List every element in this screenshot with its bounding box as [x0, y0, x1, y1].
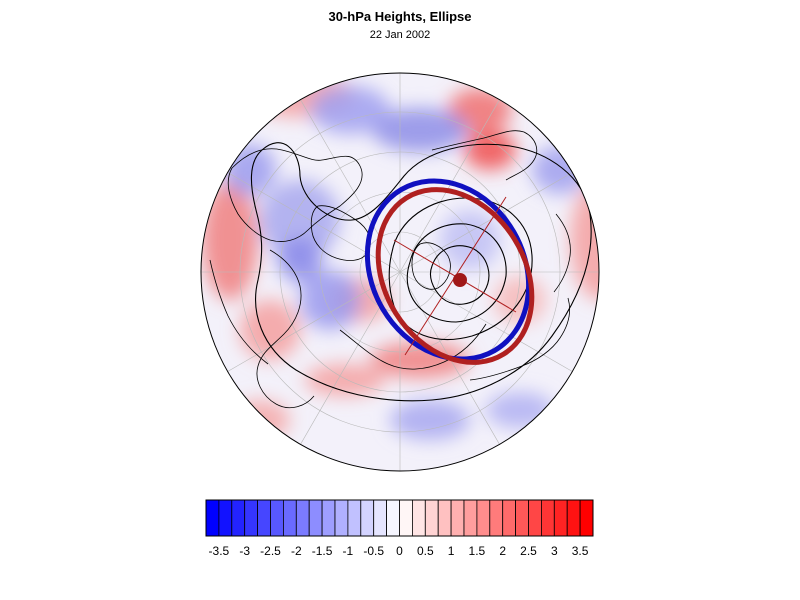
- colorbar-tick-label: -0.5: [363, 544, 385, 558]
- colorbar-cell: [476, 499, 491, 537]
- colorbar-cell: [231, 499, 246, 537]
- anomaly-blob: [260, 180, 340, 260]
- colorbar-cell: [515, 499, 529, 537]
- colorbar-cell: [295, 499, 310, 537]
- colorbar-tick-label: -2.5: [260, 544, 281, 558]
- meridian-line: [226, 171, 401, 273]
- colorbar-cell: [282, 499, 297, 537]
- colorbar-tick-label: 1: [447, 544, 455, 558]
- colorbar-tick-label: -3.5: [208, 544, 230, 558]
- colorbar-tick-label: 2.5: [520, 544, 537, 558]
- colorbar-cell: [386, 499, 400, 537]
- anomaly-blob: [390, 400, 470, 440]
- meridian-line: [399, 171, 574, 273]
- colorbar-cell: [308, 499, 323, 537]
- ellipse-overlay: [364, 178, 535, 365]
- colorbar-cell: [450, 499, 465, 537]
- anomaly-blob: [464, 130, 516, 170]
- ellipse-observed: [364, 178, 532, 362]
- ellipse-fit: [375, 187, 535, 365]
- colorbar-cell: [437, 499, 452, 537]
- map-title: 30-hPa Heights, Ellipse: [328, 9, 472, 24]
- colorbar-tick-label: 1.5: [468, 544, 486, 558]
- colorbar-cell: [502, 499, 517, 537]
- colorbar-tick-label: -1: [342, 544, 354, 558]
- colorbar-cell: [489, 499, 504, 537]
- map-boundary: [200, 72, 600, 472]
- colorbar-cell: [579, 499, 594, 537]
- anomaly-blob: [278, 238, 322, 282]
- colorbar-cell: [424, 499, 439, 537]
- colorbar-cell: [411, 499, 426, 537]
- colorbar-cell: [205, 499, 220, 537]
- colorbar-cell: [399, 499, 413, 537]
- colorbar-cell: [218, 499, 233, 537]
- colorbar-cell: [541, 499, 555, 537]
- anomaly-blob: [300, 270, 360, 330]
- meridian-line: [299, 98, 401, 273]
- ellipse-center-marker: [453, 273, 467, 287]
- anomaly-blob: [240, 300, 300, 360]
- meridian-line: [399, 98, 501, 273]
- colorbar-tick-label: -1.5: [311, 544, 333, 558]
- colorbar-cell: [347, 499, 362, 537]
- anomaly-blob: [440, 210, 500, 270]
- colorbar-frame: [205, 499, 594, 537]
- colorbar-cell: [360, 499, 375, 537]
- coastlines: [209, 130, 571, 409]
- anomaly-blob: [448, 88, 512, 132]
- map-date: 22 Jan 2002: [369, 29, 431, 41]
- anomaly-blob: [305, 364, 385, 396]
- colorbar-cell: [270, 499, 284, 537]
- colorbar-cell: [528, 499, 542, 537]
- colorbar-tick-label: 0: [396, 544, 403, 558]
- colorbar-cell: [321, 499, 336, 537]
- colorbar-tick-label: 2: [499, 544, 507, 558]
- colorbar-tick-label: -3: [239, 544, 251, 558]
- colorbar-tick-label: 3: [550, 544, 558, 558]
- anomaly-blob: [570, 180, 599, 300]
- colorbar-tick-label: -2: [290, 544, 302, 558]
- colorbar-cell: [553, 499, 568, 537]
- anomaly-blob: [370, 342, 470, 378]
- anomaly-blob: [372, 108, 468, 152]
- colorbar-tick-label: 0.5: [416, 544, 434, 558]
- colorbar-cell: [566, 499, 581, 537]
- meridian-line: [299, 271, 401, 446]
- colorbar-cell: [334, 499, 349, 537]
- anomaly-blob: [310, 86, 390, 134]
- colorbar-cell: [257, 499, 271, 537]
- colorbar-cell: [373, 499, 388, 537]
- colorbar-cell: [244, 499, 258, 537]
- anomaly-blob: [202, 180, 258, 300]
- colorbar-cell: [463, 499, 478, 537]
- colorbar-tick-label: 3.5: [571, 544, 589, 558]
